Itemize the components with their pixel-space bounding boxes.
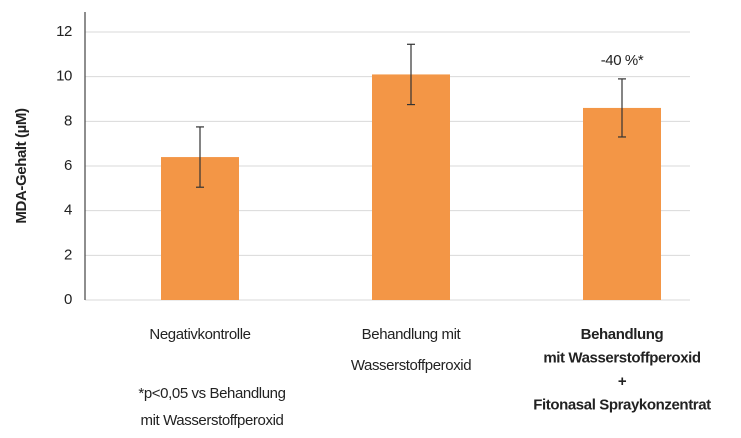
y-tick-label: 10 <box>56 68 72 85</box>
y-tick-label: 12 <box>56 23 72 40</box>
x-tick-label: Negativkontrolle <box>149 326 250 343</box>
y-tick-label: 0 <box>64 291 72 308</box>
y-tick-label: 6 <box>64 157 72 174</box>
x-tick-label: Behandlung <box>581 326 664 343</box>
y-tick-label: 8 <box>64 112 72 129</box>
x-tick-label: + <box>618 373 627 390</box>
x-tick-label: Behandlung mit <box>362 326 462 343</box>
error-bar <box>196 126 204 188</box>
bar <box>372 74 450 300</box>
error-bar <box>407 43 415 106</box>
error-bar <box>618 78 626 138</box>
y-tick-label: 2 <box>64 246 72 263</box>
footnote: *p<0,05 vs Behandlung <box>138 385 285 402</box>
y-tick-label: 4 <box>64 202 72 219</box>
x-tick-label: mit Wasserstoffperoxid <box>543 349 701 366</box>
x-tick-label: Fitonasal Spraykonzentrat <box>533 396 711 413</box>
annotation: -40 %* <box>601 52 644 69</box>
bar <box>583 107 661 300</box>
footnote: mit Wasserstoffperoxid <box>141 412 284 429</box>
x-tick-label: Wasserstoffperoxid <box>351 357 471 374</box>
y-axis-label: MDA-Gehalt (µM) <box>13 108 30 224</box>
